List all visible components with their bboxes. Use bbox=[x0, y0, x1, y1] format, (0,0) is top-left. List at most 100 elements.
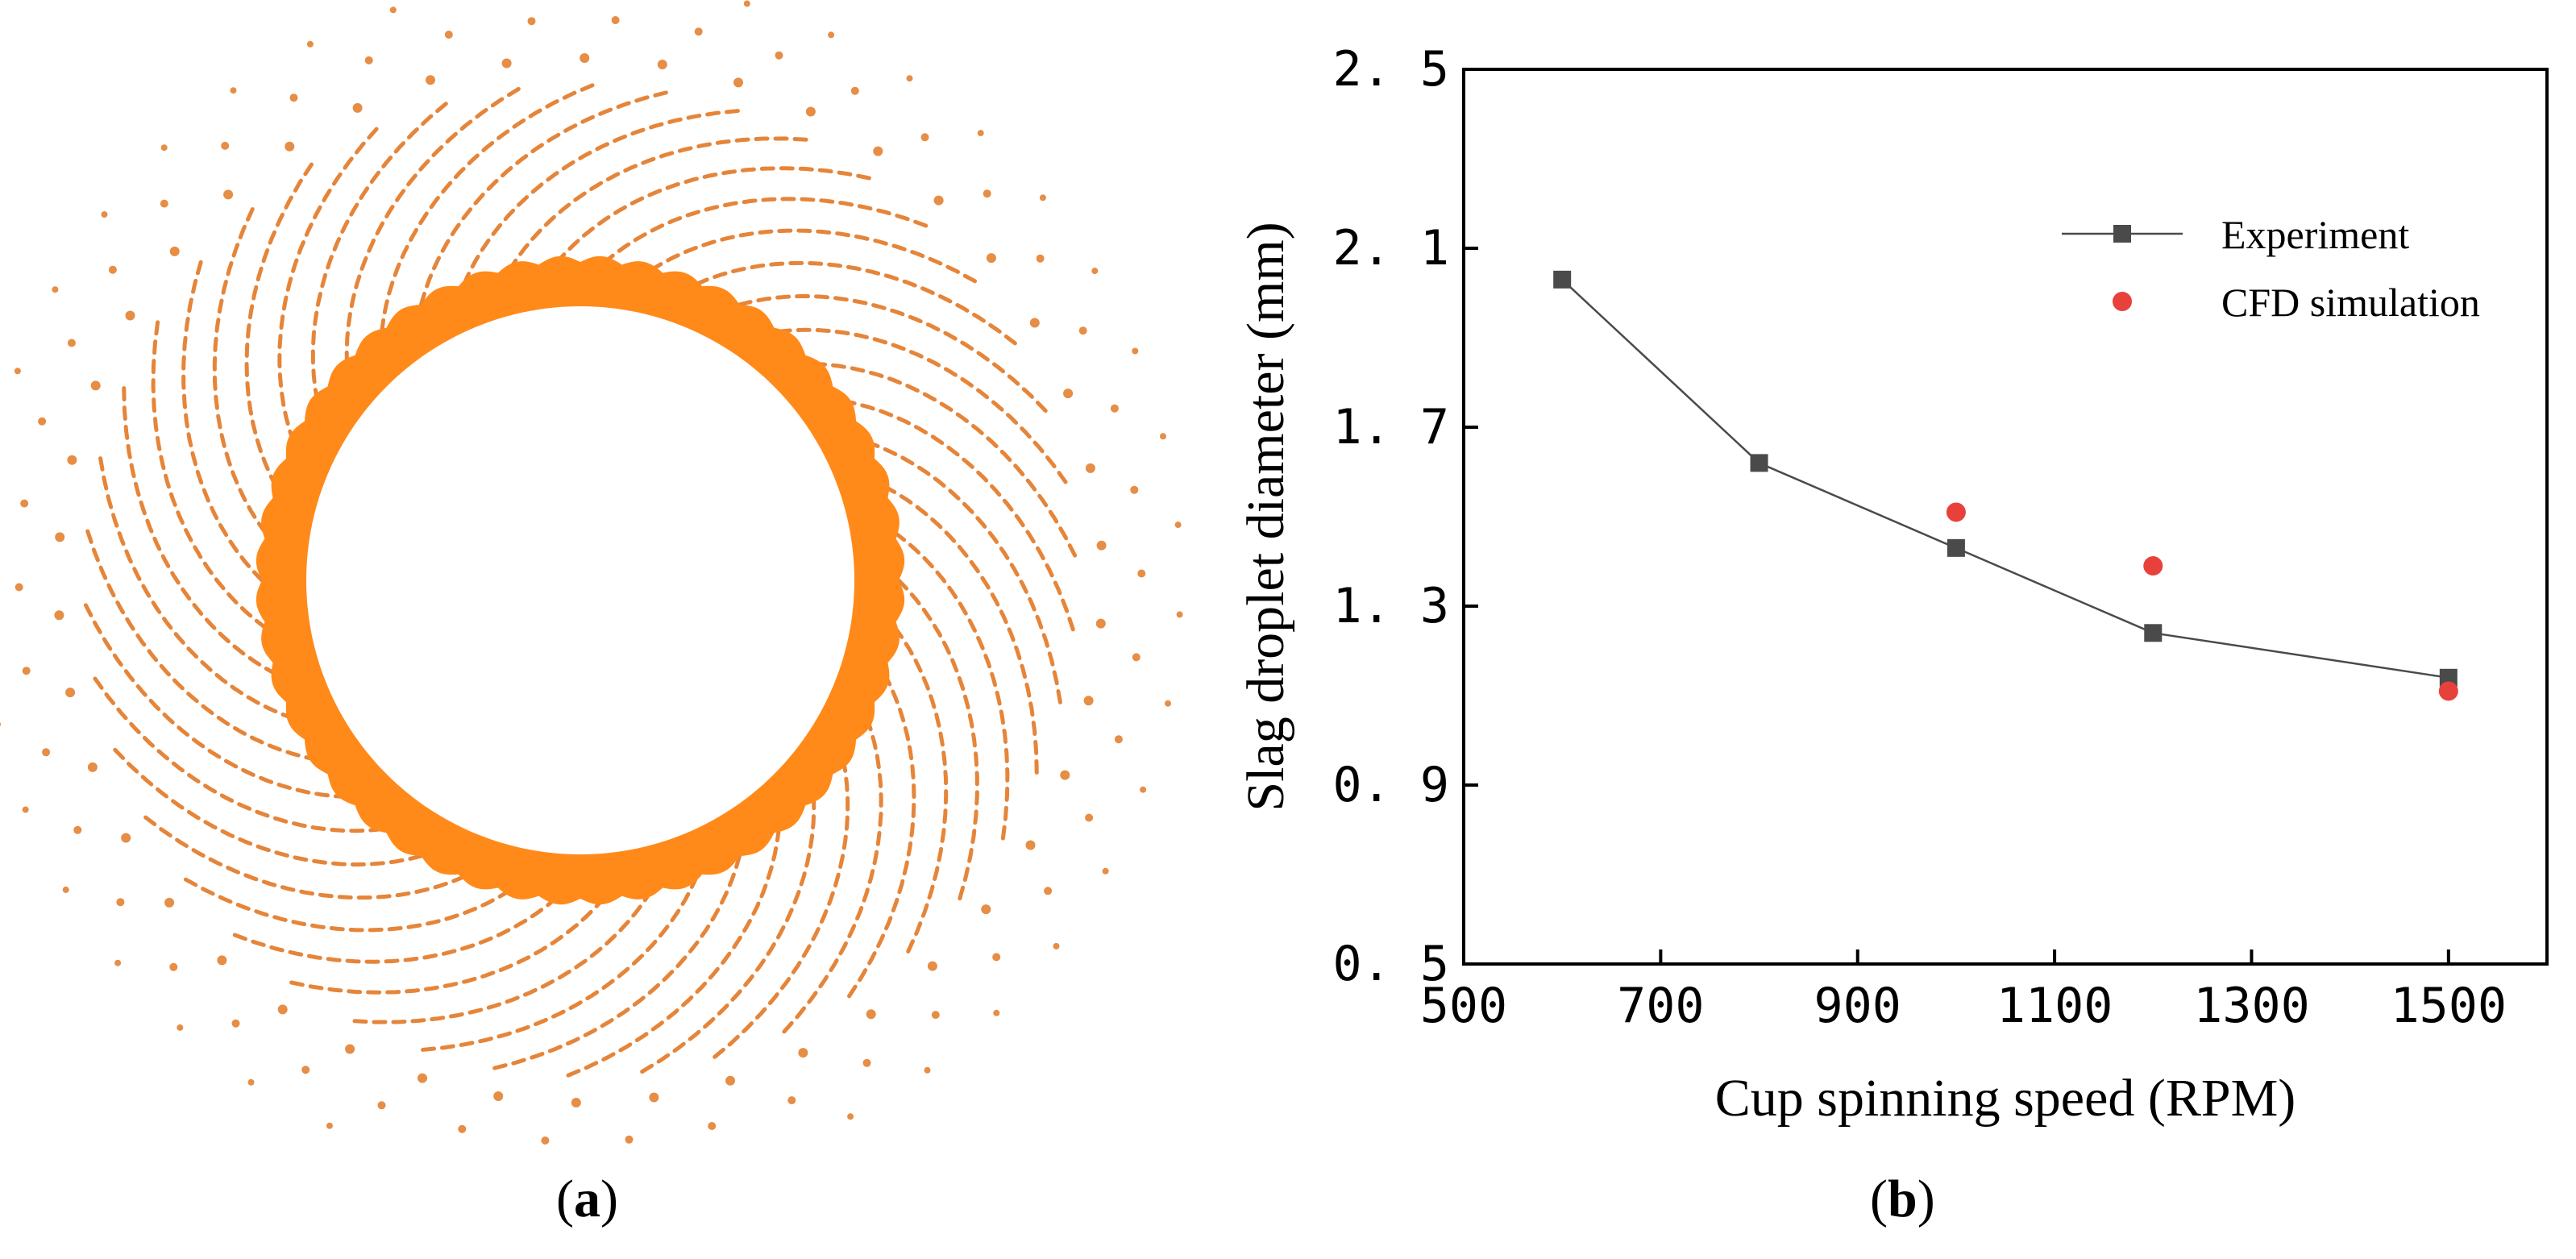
droplet bbox=[1165, 700, 1171, 707]
droplet bbox=[1078, 326, 1087, 335]
ligament bbox=[380, 82, 596, 334]
x-tick-label: 900 bbox=[1814, 978, 1901, 1034]
ligament bbox=[893, 530, 1010, 842]
droplet bbox=[223, 189, 234, 200]
droplet bbox=[426, 75, 435, 85]
spinning-cup-droplet-illustration bbox=[0, 0, 1183, 1184]
droplet bbox=[231, 1019, 240, 1028]
droplet bbox=[775, 51, 783, 60]
droplet bbox=[22, 667, 31, 675]
ligament bbox=[602, 197, 929, 265]
x-axis-label: Cup spinning speed (RPM) bbox=[1715, 1069, 2296, 1128]
droplet bbox=[571, 1098, 581, 1107]
droplet bbox=[850, 86, 859, 95]
droplet bbox=[787, 1096, 796, 1105]
droplet bbox=[1085, 463, 1095, 473]
panel-a-spinning-cup-image bbox=[0, 0, 1193, 1259]
ligament bbox=[781, 716, 883, 1035]
droplet bbox=[708, 1122, 717, 1130]
caption-b-letter: b bbox=[1887, 1170, 1917, 1228]
ligament bbox=[112, 746, 423, 867]
series-points bbox=[1553, 270, 2458, 701]
droplet bbox=[866, 1009, 876, 1020]
y-tick-label: 0. 9 bbox=[1333, 757, 1450, 813]
droplet bbox=[1176, 611, 1183, 618]
droplet bbox=[828, 31, 835, 39]
caption-b-close: ) bbox=[1917, 1170, 1935, 1228]
droplet bbox=[1025, 840, 1036, 850]
droplet bbox=[1174, 521, 1182, 529]
ligament bbox=[694, 260, 1019, 347]
droplet bbox=[541, 1136, 550, 1145]
droplet bbox=[125, 310, 135, 321]
droplet bbox=[289, 93, 298, 102]
droplet bbox=[927, 961, 937, 971]
caption-b: (b) bbox=[1870, 1169, 1935, 1230]
droplet bbox=[993, 1009, 1000, 1016]
droplet bbox=[983, 189, 991, 198]
x-tick-label: 1500 bbox=[2391, 978, 2507, 1034]
legend-label: CFD simulation bbox=[2221, 280, 2480, 325]
droplet bbox=[981, 904, 991, 915]
ligament bbox=[812, 361, 1078, 559]
droplet bbox=[1060, 770, 1070, 780]
droplet bbox=[389, 6, 397, 14]
droplet-diameter-chart: 0. 5 0. 9 1. 3 1. 7 2. 1 2. 5 500 700 900 1100 13… bbox=[1236, 41, 2549, 1128]
data-point-experiment bbox=[1750, 454, 1768, 472]
droplet bbox=[160, 199, 168, 208]
droplet-ligaments bbox=[0, 0, 1183, 1184]
data-point-experiment bbox=[2439, 668, 2458, 687]
droplet bbox=[501, 58, 512, 69]
droplet bbox=[15, 583, 23, 592]
droplet bbox=[52, 286, 59, 293]
series-line-experiment bbox=[1561, 278, 2449, 679]
ligament bbox=[893, 625, 949, 955]
droplet bbox=[649, 1092, 659, 1103]
droplet bbox=[1044, 887, 1053, 895]
droplet bbox=[733, 77, 743, 88]
droplet bbox=[0, 722, 1, 727]
data-point-experiment bbox=[1947, 538, 1965, 557]
cup-ring-band bbox=[256, 256, 905, 905]
y-axis-ticks: 0. 5 0. 9 1. 3 1. 7 2. 1 2. 5 bbox=[1333, 41, 1478, 992]
y-tick-label: 1. 7 bbox=[1333, 399, 1450, 455]
droplet bbox=[326, 1122, 333, 1129]
ligament bbox=[507, 136, 810, 272]
ligament bbox=[555, 166, 873, 265]
droplet bbox=[862, 1058, 871, 1067]
droplet bbox=[38, 417, 47, 426]
droplet bbox=[217, 955, 227, 966]
droplet bbox=[458, 1124, 467, 1133]
droplet bbox=[22, 806, 29, 813]
droplet bbox=[1029, 318, 1040, 328]
droplet bbox=[444, 31, 453, 39]
droplet bbox=[116, 898, 125, 907]
droplet bbox=[1091, 268, 1099, 275]
x-tick-label: 500 bbox=[1420, 978, 1507, 1034]
ligament bbox=[181, 259, 264, 583]
droplet bbox=[873, 146, 883, 156]
ligament bbox=[142, 814, 467, 900]
droplet bbox=[345, 1044, 355, 1054]
ligament bbox=[649, 228, 978, 285]
droplet bbox=[920, 133, 929, 142]
droplet bbox=[247, 1078, 255, 1086]
droplet bbox=[1083, 696, 1094, 706]
droplet bbox=[55, 532, 65, 542]
x-axis-ticks: 500 700 900 1100 1300 1500 bbox=[1420, 949, 2507, 1034]
droplet bbox=[1095, 618, 1106, 629]
droplet bbox=[1140, 786, 1147, 793]
ligament bbox=[212, 206, 268, 535]
droplet bbox=[377, 1101, 386, 1110]
ligament bbox=[182, 876, 512, 933]
x-tick-label: 700 bbox=[1617, 978, 1704, 1034]
droplet bbox=[1102, 867, 1109, 875]
x-tick-label: 1300 bbox=[2193, 978, 2310, 1034]
droplet bbox=[65, 688, 76, 698]
ligament bbox=[865, 440, 1063, 706]
ligament bbox=[737, 293, 1049, 414]
droplet bbox=[1039, 194, 1046, 202]
ligament bbox=[244, 161, 314, 489]
plot-frame bbox=[1462, 68, 2549, 966]
droplet bbox=[285, 141, 295, 152]
